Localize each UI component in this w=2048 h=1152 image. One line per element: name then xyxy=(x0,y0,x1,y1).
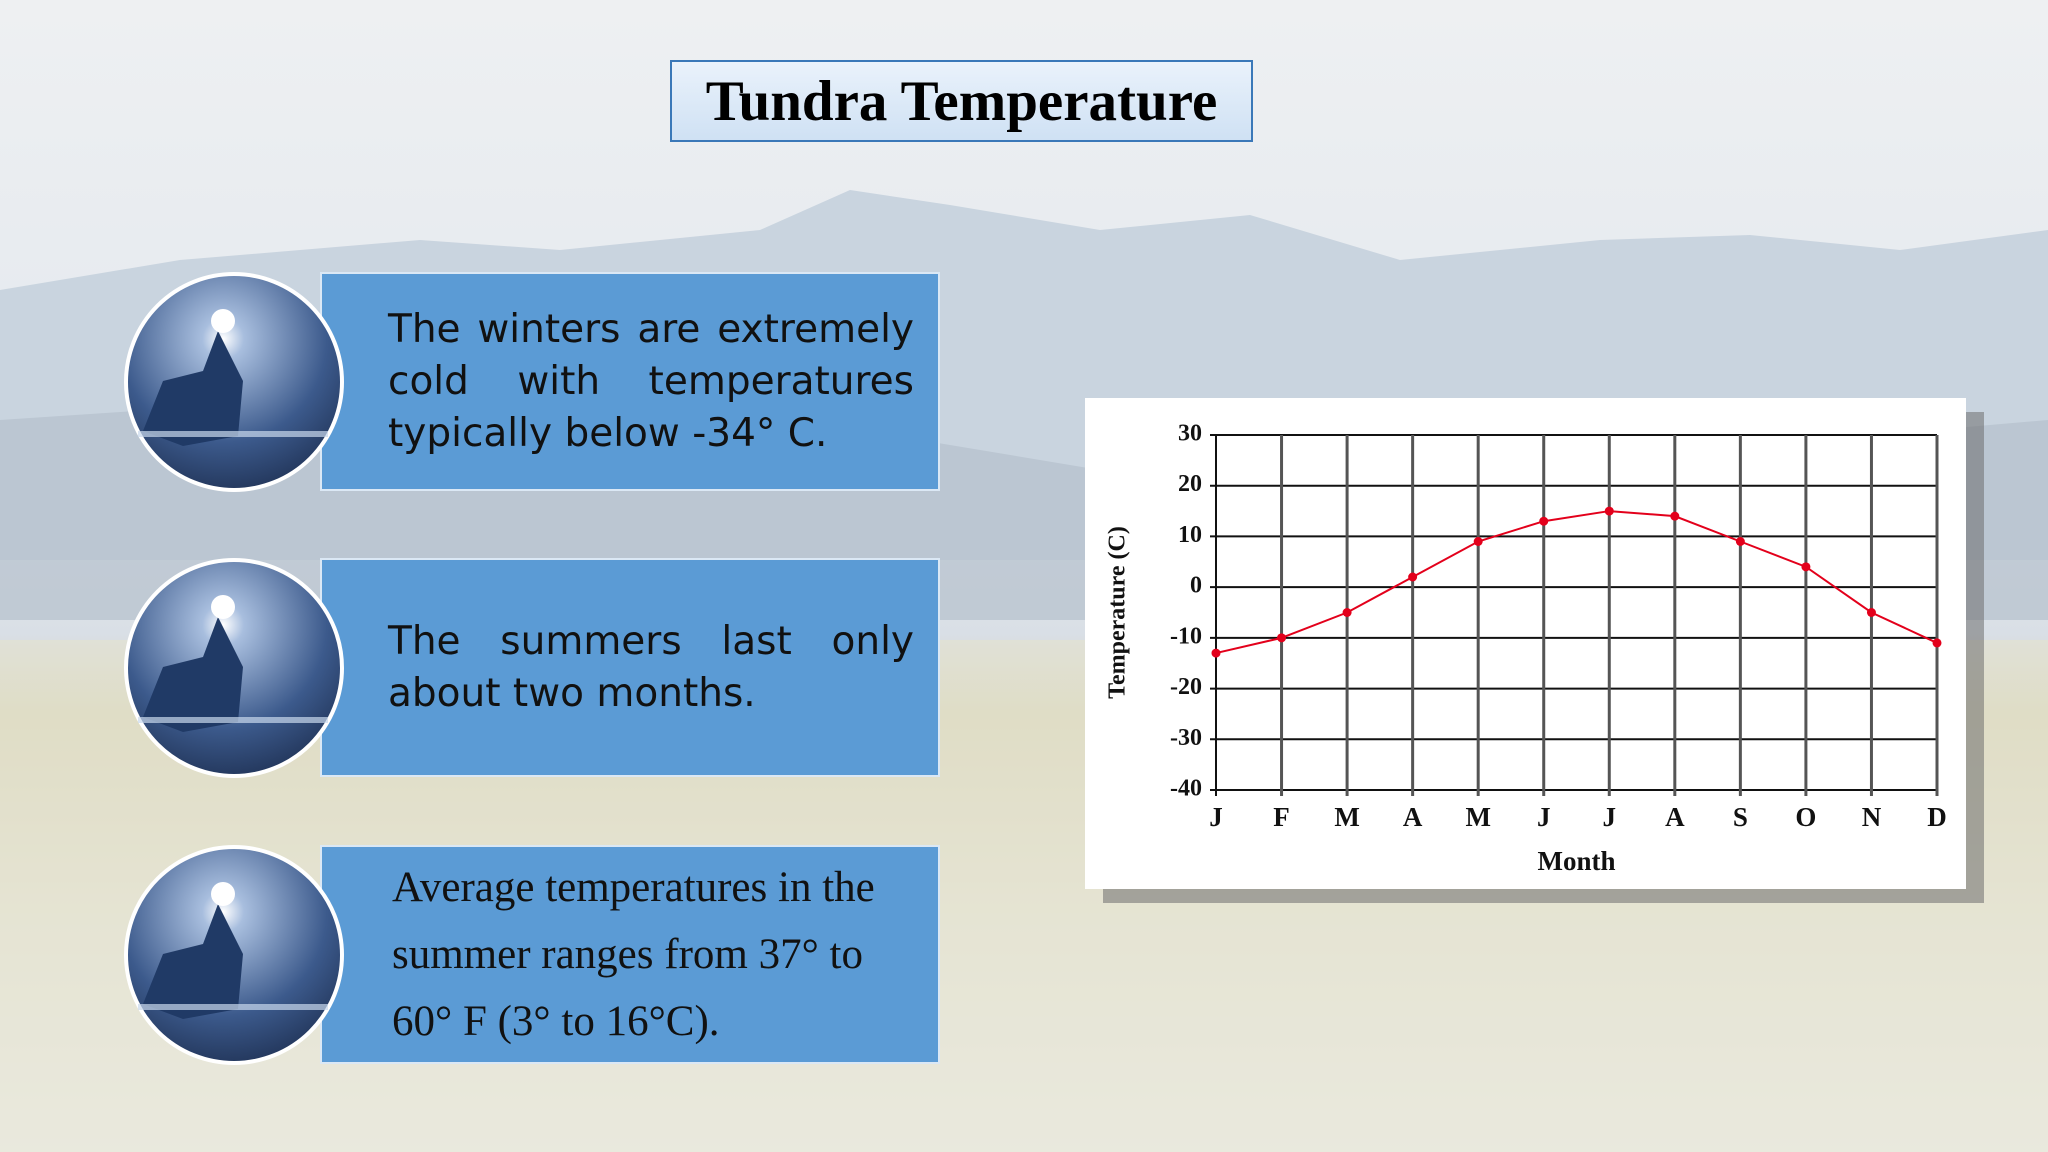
data-point xyxy=(1277,633,1287,643)
info-card: The winters are extremely cold with temp… xyxy=(320,272,940,491)
x-tick-label: A xyxy=(1665,802,1685,832)
iceberg xyxy=(143,331,243,446)
x-tick-label: J xyxy=(1603,802,1617,832)
data-line xyxy=(1215,510,1938,655)
data-point xyxy=(1670,511,1680,521)
y-axis-label: Temperature (C) xyxy=(1105,526,1131,699)
card-image xyxy=(124,558,344,778)
slide-title: Tundra Temperature xyxy=(670,60,1253,142)
x-tick-label: M xyxy=(1465,802,1490,832)
y-tick-label: -20 xyxy=(1170,674,1202,700)
water xyxy=(138,717,328,723)
y-tick-label: -40 xyxy=(1170,776,1202,802)
x-tick-label: S xyxy=(1733,802,1748,832)
data-point xyxy=(1473,537,1483,546)
data-point xyxy=(1866,608,1876,617)
water xyxy=(138,431,328,437)
chart-panel xyxy=(1085,398,1966,889)
data-point xyxy=(1342,608,1352,617)
data-point xyxy=(1932,638,1942,648)
sun xyxy=(211,595,235,619)
iceberg xyxy=(143,617,243,732)
y-tick-label: -10 xyxy=(1170,623,1202,649)
data-point xyxy=(1801,562,1811,572)
y-tick-label: 30 xyxy=(1178,421,1202,447)
card-text: Average temperatures in the summer range… xyxy=(392,847,914,1062)
x-tick-label: F xyxy=(1273,802,1290,832)
x-tick-label: N xyxy=(1862,802,1882,832)
x-tick-label: A xyxy=(1403,802,1423,832)
x-tick-label: J xyxy=(1209,802,1223,832)
data-point xyxy=(1735,537,1745,546)
y-tick-label: -30 xyxy=(1170,725,1202,751)
data-point xyxy=(1408,572,1418,582)
data-point xyxy=(1211,648,1221,658)
data-point xyxy=(1539,516,1549,526)
y-tick-label: 10 xyxy=(1178,522,1202,548)
x-axis-label: Month xyxy=(1537,846,1615,876)
card-text-content: The summers last only about two months. xyxy=(388,618,914,716)
sun xyxy=(211,309,235,333)
water xyxy=(138,1004,328,1010)
x-tick-label: D xyxy=(1927,802,1947,832)
sun xyxy=(211,882,235,906)
card-text: The summers last only about two months. xyxy=(388,560,914,775)
iceberg xyxy=(143,904,243,1019)
card-image xyxy=(124,845,344,1065)
card-text-content: Average temperatures in the summer range… xyxy=(392,864,875,1045)
card-image xyxy=(124,272,344,492)
chart: -40 -30 -20 -10 0 10 20 30 J F M A M J J A S O N D Month Temp… xyxy=(1085,398,1966,889)
card-text-content: The winters are extremely cold with temp… xyxy=(388,306,914,456)
data-point xyxy=(1604,506,1614,516)
card-text: The winters are extremely cold with temp… xyxy=(388,274,914,489)
x-tick-label: O xyxy=(1795,802,1816,832)
info-card: Average temperatures in the summer range… xyxy=(320,845,940,1064)
x-tick-label: J xyxy=(1537,802,1551,832)
x-tick-label: M xyxy=(1334,802,1359,832)
y-tick-label: 0 xyxy=(1190,573,1202,599)
y-tick-label: 20 xyxy=(1178,471,1202,497)
info-card: The summers last only about two months. xyxy=(320,558,940,777)
